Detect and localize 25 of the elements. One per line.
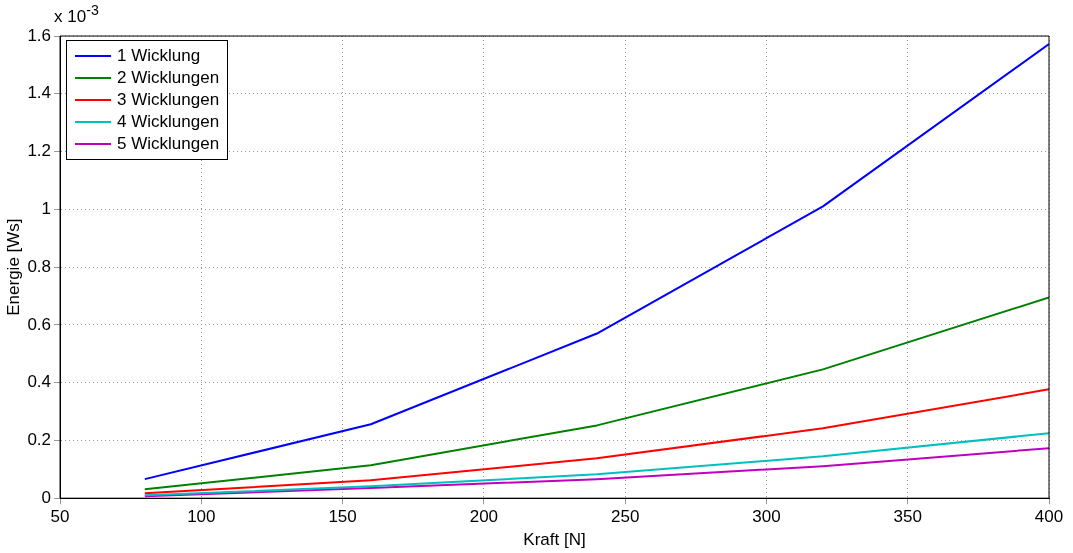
y-tick-label: 0.2 [27, 430, 52, 450]
y-tick-label: 0 [41, 487, 52, 507]
legend-label: 5 Wicklungen [117, 134, 220, 154]
y-axis-title: Energie [Ws] [3, 218, 23, 316]
x-tick-label: 250 [610, 507, 640, 527]
y-tick-label: 1.2 [27, 141, 52, 161]
y-tick-label: 1.6 [27, 25, 52, 45]
y-tick-label: 1.4 [27, 83, 52, 103]
x-tick-label: 100 [187, 507, 216, 527]
x-axis-title: Kraft [N] [523, 530, 586, 550]
legend-label: 4 Wicklungen [117, 112, 220, 132]
y-tick-label: 0.8 [27, 256, 52, 276]
y-tick-label: 0.6 [27, 314, 52, 334]
x-tick-label: 200 [469, 507, 499, 527]
x-tick-label: 300 [752, 507, 781, 527]
text: x 10$^{-3}$ [54, 2, 99, 27]
x-tick-label: 50 [50, 507, 70, 527]
x-tick-label: 350 [893, 507, 922, 527]
y-tick-label: 0.4 [27, 372, 52, 392]
legend-label: 3 Wicklungen [117, 90, 220, 110]
x-tick-label: 150 [328, 507, 357, 527]
y-tick-label: 1 [41, 199, 52, 219]
x-tick-label: 400 [1034, 507, 1064, 527]
legend-label: 2 Wicklungen [117, 68, 220, 88]
legend-label: 1 Wicklung [117, 46, 201, 66]
